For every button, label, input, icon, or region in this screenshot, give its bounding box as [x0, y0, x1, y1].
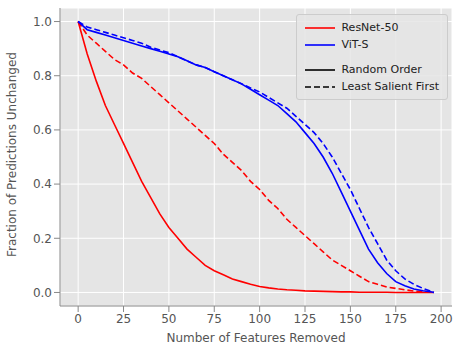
svg-text:200: 200 — [430, 312, 453, 326]
svg-text:Number of Features Removed: Number of Features Removed — [166, 331, 345, 345]
svg-text:0: 0 — [74, 312, 82, 326]
svg-text:150: 150 — [339, 312, 362, 326]
html-text:ResNet-50: ResNet-50 — [341, 21, 399, 34]
svg-text:75: 75 — [207, 312, 222, 326]
svg-text:100: 100 — [248, 312, 271, 326]
svg-text:125: 125 — [294, 312, 317, 326]
svg-text:0.6: 0.6 — [33, 123, 52, 137]
svg-text:1.0: 1.0 — [33, 15, 52, 29]
svg-text:0.0: 0.0 — [33, 286, 52, 300]
svg-text:175: 175 — [384, 312, 407, 326]
svg-text:0.8: 0.8 — [33, 69, 52, 83]
html-text:Random Order: Random Order — [341, 63, 422, 76]
html-text:ViT-S: ViT-S — [341, 38, 369, 51]
svg-text:25: 25 — [116, 312, 131, 326]
svg-text:50: 50 — [161, 312, 176, 326]
html-text:Least Salient First: Least Salient First — [341, 80, 439, 93]
svg-text:0.2: 0.2 — [33, 232, 52, 246]
svg-text:0.4: 0.4 — [33, 177, 52, 191]
svg-text:Fraction of Predictions Unchan: Fraction of Predictions Unchanged — [8, 52, 19, 257]
